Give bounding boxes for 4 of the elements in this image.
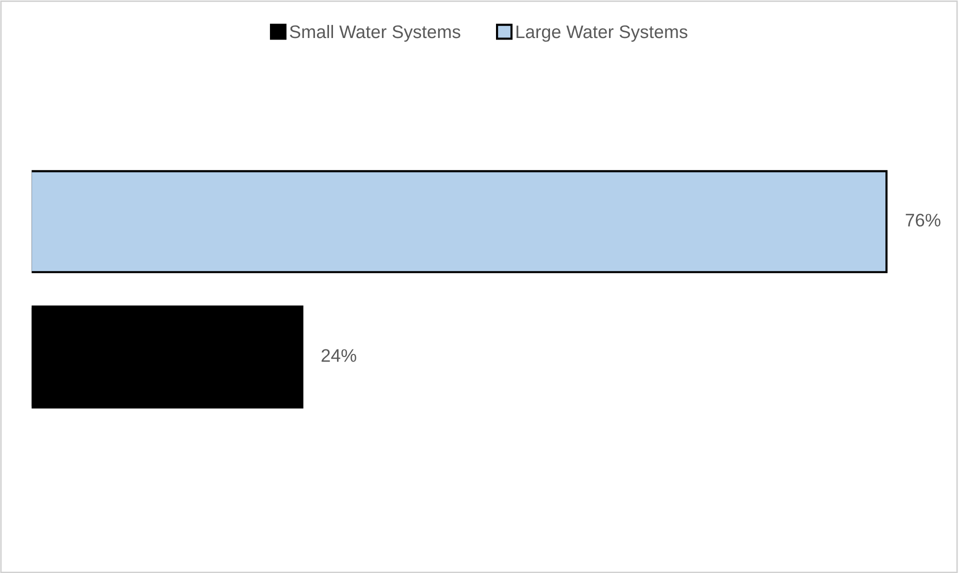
data-label: 76% — [906, 214, 940, 227]
legend-label: Small Water Systems — [290, 24, 460, 42]
legend-label: Large Water Systems — [516, 25, 688, 42]
data-label: 24% — [322, 349, 356, 362]
